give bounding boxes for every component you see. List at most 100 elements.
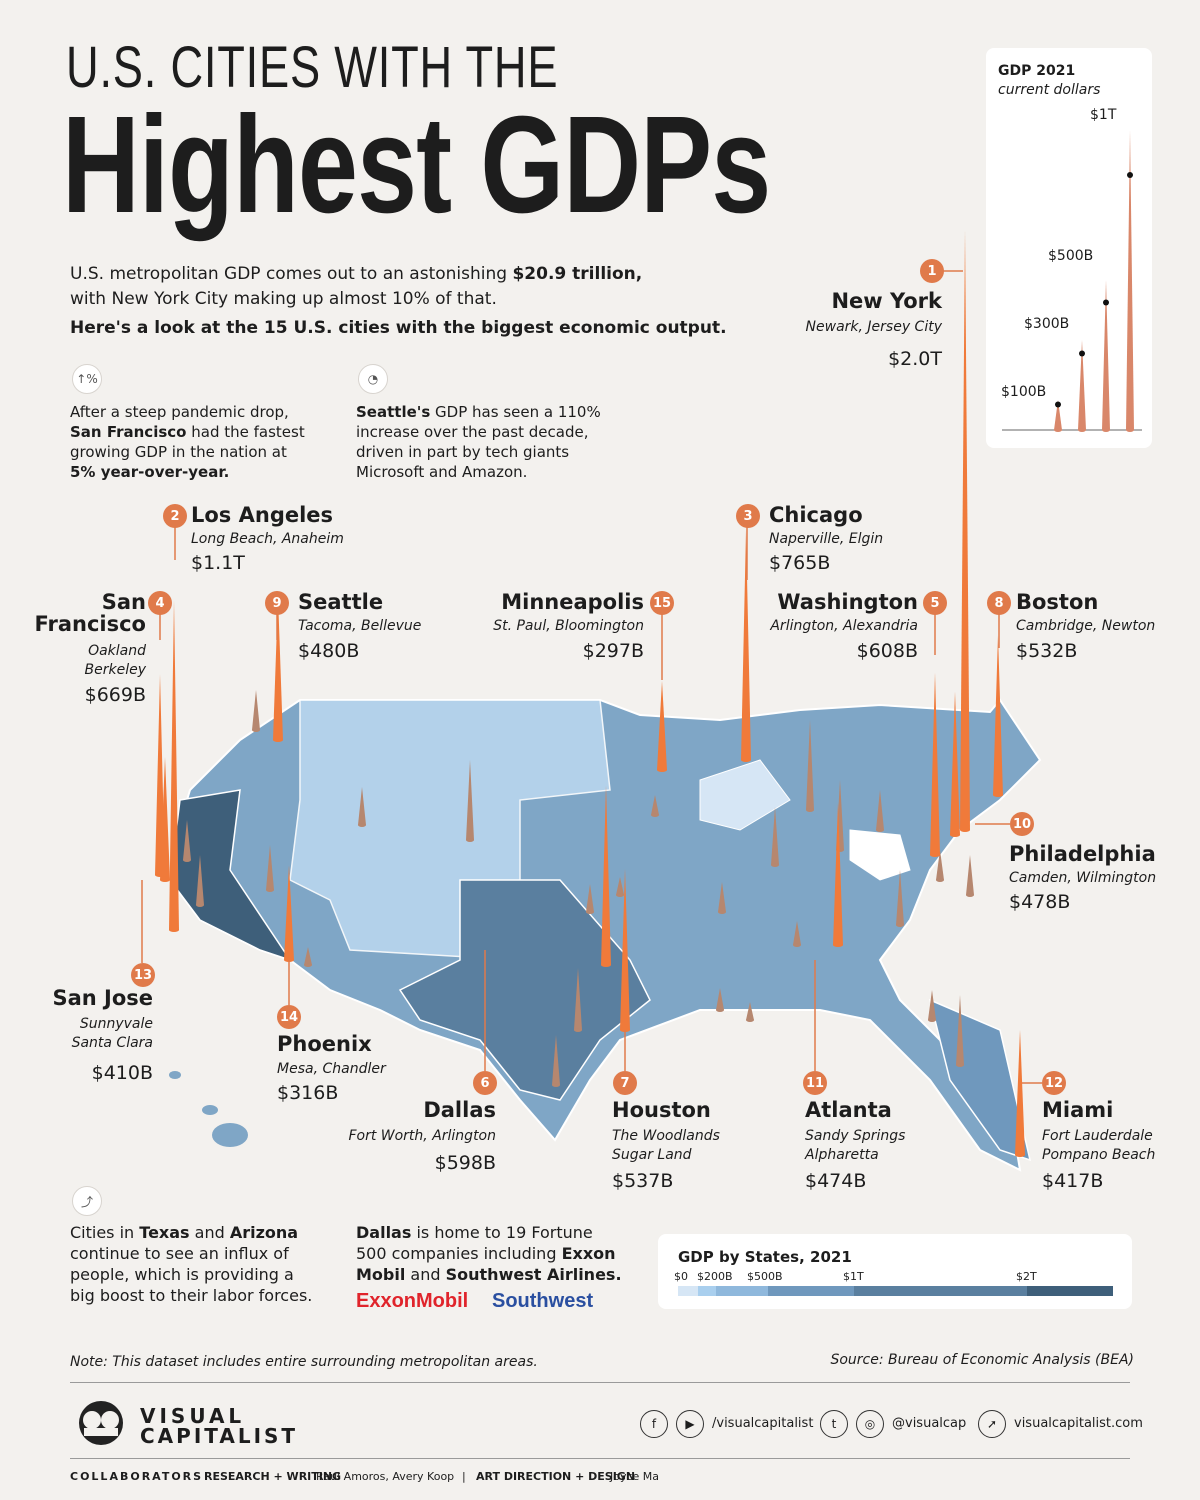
city-rank-badge: 8 <box>987 591 1011 615</box>
city-rank-badge: 3 <box>736 504 760 528</box>
social-handle-visualcap[interactable]: @visualcap <box>892 1416 967 1431</box>
minor-city-spike-base <box>651 813 659 817</box>
city-value: $598B <box>434 1152 496 1174</box>
minor-city-spike-base <box>928 1018 936 1022</box>
legend-spike <box>1078 340 1086 430</box>
city-value: $417B <box>1042 1170 1104 1192</box>
social-handle-visualcapitalist[interactable]: /visualcapitalist <box>712 1416 814 1431</box>
city-name: San <box>101 590 146 614</box>
minor-city-spike <box>304 947 312 965</box>
city-rank-badge: 7 <box>613 1071 637 1095</box>
city-spike-base <box>657 768 667 772</box>
twitter-icon[interactable]: t <box>820 1410 848 1438</box>
gauge-icon: ◔ <box>358 364 388 394</box>
city-subtitle: Berkeley <box>84 662 146 678</box>
minor-city-spike <box>716 988 724 1010</box>
city-rank-badge: 10 <box>1010 812 1034 836</box>
legend-spike-base <box>1102 428 1110 432</box>
legend-label-1t: $1T <box>1090 107 1117 123</box>
minor-city-spike-base <box>552 1083 560 1087</box>
minor-city-spike <box>183 820 191 860</box>
city-spike <box>741 530 751 760</box>
minor-city-spike <box>876 790 884 830</box>
minor-city-spike <box>771 807 779 865</box>
intro-subhead: Here's a look at the 15 U.S. cities with… <box>70 318 727 338</box>
states-tick-2t: $2T <box>1016 1270 1037 1283</box>
legend-spike-base <box>1126 428 1134 432</box>
minor-city-spike-base <box>896 923 904 927</box>
city-spike <box>1015 1029 1025 1155</box>
minor-city-spike-base <box>956 1063 964 1067</box>
city-spike-base <box>993 793 1003 797</box>
note-texas-arizona: Cities in Texas and Arizona continue to … <box>70 1223 313 1305</box>
city-spike-base <box>273 738 283 742</box>
cursor-icon[interactable]: ➚ <box>978 1410 1006 1438</box>
city-spike-base <box>1015 1153 1025 1157</box>
city-subtitle: Fort Lauderdale <box>1042 1128 1153 1144</box>
city-spike <box>284 865 294 960</box>
brand-line-2: CAPITALIST <box>140 1424 299 1448</box>
city-name: Los Angeles <box>191 503 334 527</box>
city-name: Phoenix <box>277 1032 372 1056</box>
website-link[interactable]: visualcapitalist.com <box>1014 1416 1143 1431</box>
states-tick-1t: $1T <box>843 1270 864 1283</box>
minor-city-spike-base <box>806 808 814 812</box>
minor-city-spike <box>746 1002 754 1020</box>
city-spike-base <box>950 833 960 837</box>
city-rank-badge: 13 <box>131 963 155 987</box>
minor-city-spike <box>574 968 582 1030</box>
city-subtitle: Sunnyvale <box>79 1016 153 1032</box>
legend-spike-marker <box>1079 350 1085 357</box>
minor-city-spike <box>552 1035 560 1085</box>
legend-spike-marker <box>1055 401 1061 408</box>
city-value: $480B <box>298 640 360 662</box>
city-spike <box>169 600 179 930</box>
note-seattle: Seattle's GDP has seen a 110% increase o… <box>356 403 601 481</box>
minor-city-spike-base <box>966 893 974 897</box>
city-spike <box>601 785 611 965</box>
divider <box>70 1382 1130 1383</box>
city-spike-base <box>833 943 843 947</box>
states-tick-500b: $500B <box>747 1270 783 1283</box>
youtube-icon[interactable]: ▶ <box>676 1410 704 1438</box>
minor-city-spike-base <box>716 1008 724 1012</box>
dataset-note-text: Note: This dataset includes entire surro… <box>70 1354 538 1370</box>
city-name: San Jose <box>52 986 153 1010</box>
city-name: Philadelphia <box>1009 842 1156 866</box>
city-spike <box>160 757 170 880</box>
minor-city-spike <box>252 690 260 730</box>
city-rank-badge: 1 <box>920 259 944 283</box>
legend-spike <box>1126 130 1134 430</box>
minor-city-spike-base <box>876 828 884 832</box>
city-value: $765B <box>769 552 831 574</box>
legend-spike-base <box>1054 428 1062 432</box>
legend-spike-marker <box>1127 172 1133 178</box>
legend-spike <box>1054 400 1062 430</box>
states-legend-box <box>658 1234 1132 1309</box>
city-spike <box>930 672 940 855</box>
city-subtitle: St. Paul, Bloomington <box>493 618 644 634</box>
city-value: $297B <box>582 640 644 662</box>
scale-seg-3 <box>716 1286 768 1296</box>
city-spike-base <box>960 828 970 832</box>
minor-city-spike-base <box>183 858 191 862</box>
city-value: $2.0T <box>888 348 942 370</box>
city-value: $537B <box>612 1170 674 1192</box>
instagram-icon[interactable]: ◎ <box>856 1410 884 1438</box>
city-spike <box>620 868 630 1030</box>
city-spike-base <box>601 963 611 967</box>
minor-city-spike <box>928 990 936 1020</box>
note-dallas: Dallas is home to 19 Fortune 500 compani… <box>356 1223 622 1284</box>
scale-seg-2 <box>698 1286 716 1296</box>
minor-city-spike <box>616 877 624 895</box>
city-spike-base <box>930 853 940 857</box>
city-spike <box>833 802 843 945</box>
minor-city-spike-base <box>718 910 726 914</box>
city-rank-badge: 15 <box>650 591 674 615</box>
city-name: Seattle <box>298 590 384 614</box>
city-subtitle: Fort Worth, Arlington <box>348 1128 496 1144</box>
facebook-icon[interactable]: f <box>640 1410 668 1438</box>
minor-city-spike <box>586 884 594 912</box>
city-spike-base <box>741 758 751 762</box>
